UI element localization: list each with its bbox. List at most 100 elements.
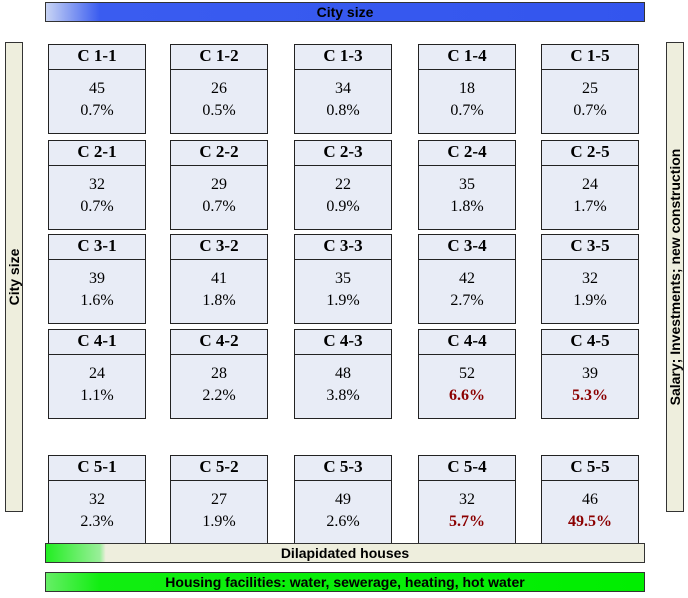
- cell-body: 28 2.2%: [170, 355, 268, 419]
- cell-count: 48: [335, 365, 351, 382]
- cell-count: 32: [89, 491, 105, 508]
- cell: C 3-5 32 1.9%: [541, 234, 639, 324]
- cell-count: 46: [582, 491, 598, 508]
- cell-body: 25 0.7%: [541, 70, 639, 134]
- cell-share: 0.5%: [202, 102, 236, 119]
- cell-label: C 1-1: [48, 44, 146, 70]
- cell: C 5-4 32 5.7%: [418, 455, 516, 545]
- cell-share: 5.7%: [449, 513, 485, 530]
- cell-count: 35: [459, 176, 475, 193]
- cell: C 4-3 48 3.8%: [294, 329, 392, 419]
- cell-body: 22 0.9%: [294, 166, 392, 230]
- cell-count: 45: [89, 80, 105, 97]
- cell: C 5-2 27 1.9%: [170, 455, 268, 545]
- cell: C 1-1 45 0.7%: [48, 44, 146, 134]
- cell-share: 0.7%: [450, 102, 484, 119]
- cell-count: 32: [582, 270, 598, 287]
- bottom-label: Housing facilities: water, sewerage, hea…: [165, 574, 525, 590]
- cell-body: 39 5.3%: [541, 355, 639, 419]
- cell: C 3-3 35 1.9%: [294, 234, 392, 324]
- cell-label: C 5-1: [48, 455, 146, 481]
- cell-label: C 5-5: [541, 455, 639, 481]
- cell-label: C 2-2: [170, 140, 268, 166]
- cell-count: 39: [89, 270, 105, 287]
- cell-body: 45 0.7%: [48, 70, 146, 134]
- cell-label: C 2-4: [418, 140, 516, 166]
- cell-label: C 1-3: [294, 44, 392, 70]
- cell-share: 0.8%: [326, 102, 360, 119]
- cell: C 3-2 41 1.8%: [170, 234, 268, 324]
- cell: C 1-4 18 0.7%: [418, 44, 516, 134]
- cell-body: 35 1.8%: [418, 166, 516, 230]
- cell-share: 0.7%: [202, 198, 236, 215]
- cell-share: 0.7%: [573, 102, 607, 119]
- cell: C 2-3 22 0.9%: [294, 140, 392, 230]
- cell-label: C 4-2: [170, 329, 268, 355]
- cell-label: C 2-1: [48, 140, 146, 166]
- top-bar: City size: [45, 2, 645, 22]
- cell-label: C 4-1: [48, 329, 146, 355]
- cell-share: 1.7%: [573, 198, 607, 215]
- cell-label: C 5-4: [418, 455, 516, 481]
- cell-share: 1.9%: [202, 513, 236, 530]
- cell-share: 3.8%: [326, 387, 360, 404]
- left-label: City size: [6, 248, 22, 306]
- cell-label: C 3-3: [294, 234, 392, 260]
- cell: C 2-2 29 0.7%: [170, 140, 268, 230]
- cell-body: 27 1.9%: [170, 481, 268, 545]
- cell-label: C 3-1: [48, 234, 146, 260]
- cell-share: 0.9%: [326, 198, 360, 215]
- cell-share: 6.6%: [449, 387, 485, 404]
- cell-share: 1.8%: [202, 292, 236, 309]
- bottom-bar: Dilapidated houses: [45, 543, 645, 563]
- cell-share: 2.2%: [202, 387, 236, 404]
- cell: C 1-5 25 0.7%: [541, 44, 639, 134]
- cell: C 4-4 52 6.6%: [418, 329, 516, 419]
- cell: C 4-5 39 5.3%: [541, 329, 639, 419]
- cell-label: C 5-3: [294, 455, 392, 481]
- cell-body: 32 0.7%: [48, 166, 146, 230]
- cell-share: 1.8%: [450, 198, 484, 215]
- cell-label: C 4-5: [541, 329, 639, 355]
- bottom-label: Dilapidated houses: [280, 545, 410, 561]
- cell-body: 24 1.7%: [541, 166, 639, 230]
- cell-body: 46 49.5%: [541, 481, 639, 545]
- right-label: Salary; Investments; new construction: [667, 148, 683, 406]
- cell: C 4-1 24 1.1%: [48, 329, 146, 419]
- cell-body: 32 2.3%: [48, 481, 146, 545]
- cell: C 3-4 42 2.7%: [418, 234, 516, 324]
- cell-label: C 1-5: [541, 44, 639, 70]
- cell-count: 26: [211, 80, 227, 97]
- cell-share: 1.6%: [80, 292, 114, 309]
- cell-label: C 4-3: [294, 329, 392, 355]
- cell-label: C 1-4: [418, 44, 516, 70]
- cell: C 3-1 39 1.6%: [48, 234, 146, 324]
- cell-count: 28: [211, 365, 227, 382]
- cell-body: 35 1.9%: [294, 260, 392, 324]
- cell-count: 18: [459, 80, 475, 97]
- cell: C 2-4 35 1.8%: [418, 140, 516, 230]
- cell-body: 18 0.7%: [418, 70, 516, 134]
- cell-body: 49 2.6%: [294, 481, 392, 545]
- cell-share: 1.9%: [573, 292, 607, 309]
- cell: C 4-2 28 2.2%: [170, 329, 268, 419]
- cell-share: 2.7%: [450, 292, 484, 309]
- cell-count: 25: [582, 80, 598, 97]
- cell-count: 32: [89, 176, 105, 193]
- cell-body: 32 1.9%: [541, 260, 639, 324]
- top-label: City size: [316, 4, 374, 20]
- cell: C 5-5 46 49.5%: [541, 455, 639, 545]
- cell-body: 26 0.5%: [170, 70, 268, 134]
- cell-count: 35: [335, 270, 351, 287]
- left-bar: City size: [5, 42, 23, 512]
- cell-body: 52 6.6%: [418, 355, 516, 419]
- cell-count: 42: [459, 270, 475, 287]
- cell-body: 34 0.8%: [294, 70, 392, 134]
- cell-count: 41: [211, 270, 227, 287]
- cell: C 5-1 32 2.3%: [48, 455, 146, 545]
- cell-count: 39: [582, 365, 598, 382]
- cell-label: C 2-5: [541, 140, 639, 166]
- cell-label: C 3-2: [170, 234, 268, 260]
- cell-label: C 5-2: [170, 455, 268, 481]
- cell-body: 39 1.6%: [48, 260, 146, 324]
